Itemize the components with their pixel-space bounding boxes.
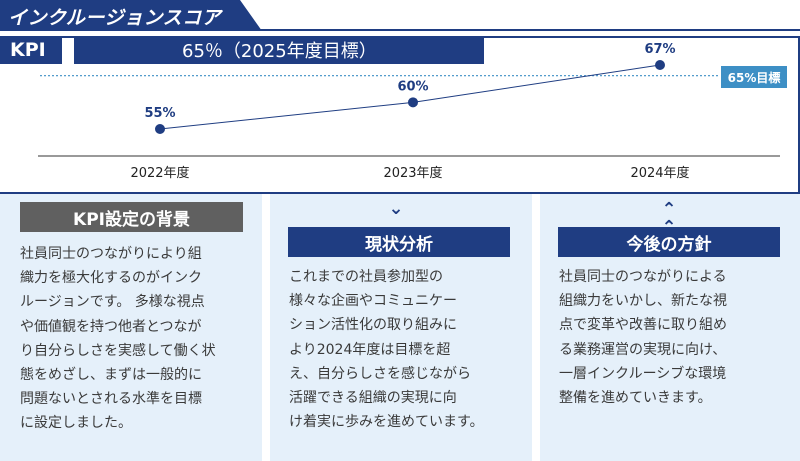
background-panel [0, 194, 262, 461]
score-line-chart: 55% 2022年度 60% 2023年度 67% 2024年度 [38, 42, 780, 181]
x-tick-label-2022年度: 2022年度 [130, 165, 189, 181]
background-text: 社員同士のつながりにより組 織力を極大化するのがインク ルージョンです。 多様な… [20, 246, 216, 432]
data-label-2023年度: 60% [397, 79, 428, 94]
data-point-2022年度 [155, 124, 165, 134]
x-tick-label-2024年度: 2024年度 [630, 165, 689, 181]
target-badge: 65%目標 [721, 66, 787, 88]
page-title: インクルージョンスコア [8, 7, 222, 29]
analysis-text: これまでの社員参加型の 様々な企画やコミュニケー ション活性化の取り組みに より… [289, 269, 484, 431]
title-divider [0, 29, 800, 31]
kpi-target-banner: 65％（2025年度目標） [74, 36, 484, 64]
page-title-banner: インクルージョンスコア [0, 0, 262, 31]
background-heading: KPI設定の背景 [20, 202, 243, 232]
series-line [159, 64, 661, 130]
future-heading: 今後の方針 [558, 227, 780, 257]
data-label-2024年度: 67% [644, 42, 675, 57]
analysis-heading: 現状分析 [288, 227, 510, 257]
data-label-2022年度: 55% [144, 106, 175, 121]
x-tick-label-2023年度: 2023年度 [383, 165, 442, 181]
kpi-label: KPI [0, 36, 62, 64]
future-text: 社員同士のつながりによる 組織力をいかし、新たな視 点で変革や改善に取り組め る… [559, 269, 727, 407]
data-point-2024年度 [655, 60, 665, 70]
data-point-2023年度 [408, 97, 418, 108]
